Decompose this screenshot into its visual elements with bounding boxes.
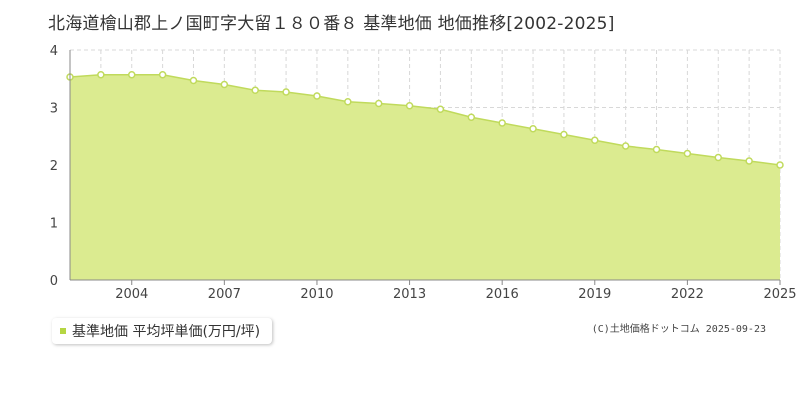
x-tick-label: 2019 — [578, 287, 611, 302]
data-point — [776, 161, 784, 169]
chart-legend: 基準地価 平均坪単価(万円/坪) — [52, 318, 273, 344]
x-tick-label: 2025 — [763, 287, 796, 302]
data-point — [189, 76, 198, 85]
data-point — [374, 99, 383, 108]
data-point — [436, 105, 445, 113]
y-tick-label: 4 — [50, 44, 58, 59]
y-tick-label: 2 — [50, 159, 58, 174]
x-tick-label: 2016 — [486, 287, 519, 302]
x-tick-label: 2007 — [208, 287, 241, 302]
y-tick-label: 3 — [50, 102, 58, 117]
legend-swatch-icon — [60, 328, 66, 334]
x-tick-label: 2022 — [671, 287, 704, 302]
data-point — [344, 98, 352, 106]
data-point — [745, 157, 753, 165]
data-point — [621, 142, 630, 150]
data-point — [405, 102, 414, 110]
legend-label: 基準地価 平均坪単価(万円/坪) — [72, 324, 261, 340]
data-point — [220, 80, 229, 89]
series-area — [70, 74, 780, 280]
data-point — [560, 130, 568, 139]
data-point — [251, 86, 259, 94]
y-tick-label: 1 — [50, 217, 58, 232]
data-point — [158, 70, 167, 79]
data-point — [313, 92, 321, 100]
series-line — [69, 73, 781, 166]
copyright-credit: (C)土地価格ドットコム 2025-09-23 — [591, 324, 766, 335]
data-point — [683, 149, 692, 158]
data-point — [529, 125, 537, 133]
x-tick-label: 2004 — [115, 287, 148, 302]
data-point — [498, 119, 506, 127]
data-point — [282, 88, 290, 96]
data-point — [714, 153, 723, 162]
data-point — [127, 70, 136, 79]
x-tick-label: 2013 — [393, 287, 426, 302]
data-point — [467, 113, 476, 122]
data-point — [97, 70, 105, 79]
x-tick-label: 2010 — [300, 287, 333, 302]
y-tick-label: 0 — [50, 274, 58, 289]
data-point — [591, 136, 599, 145]
chart-title: 北海道檜山郡上ノ国町字大留１８０番８ 基準地価 地価推移[2002-2025] — [48, 14, 615, 34]
data-point — [652, 145, 661, 154]
